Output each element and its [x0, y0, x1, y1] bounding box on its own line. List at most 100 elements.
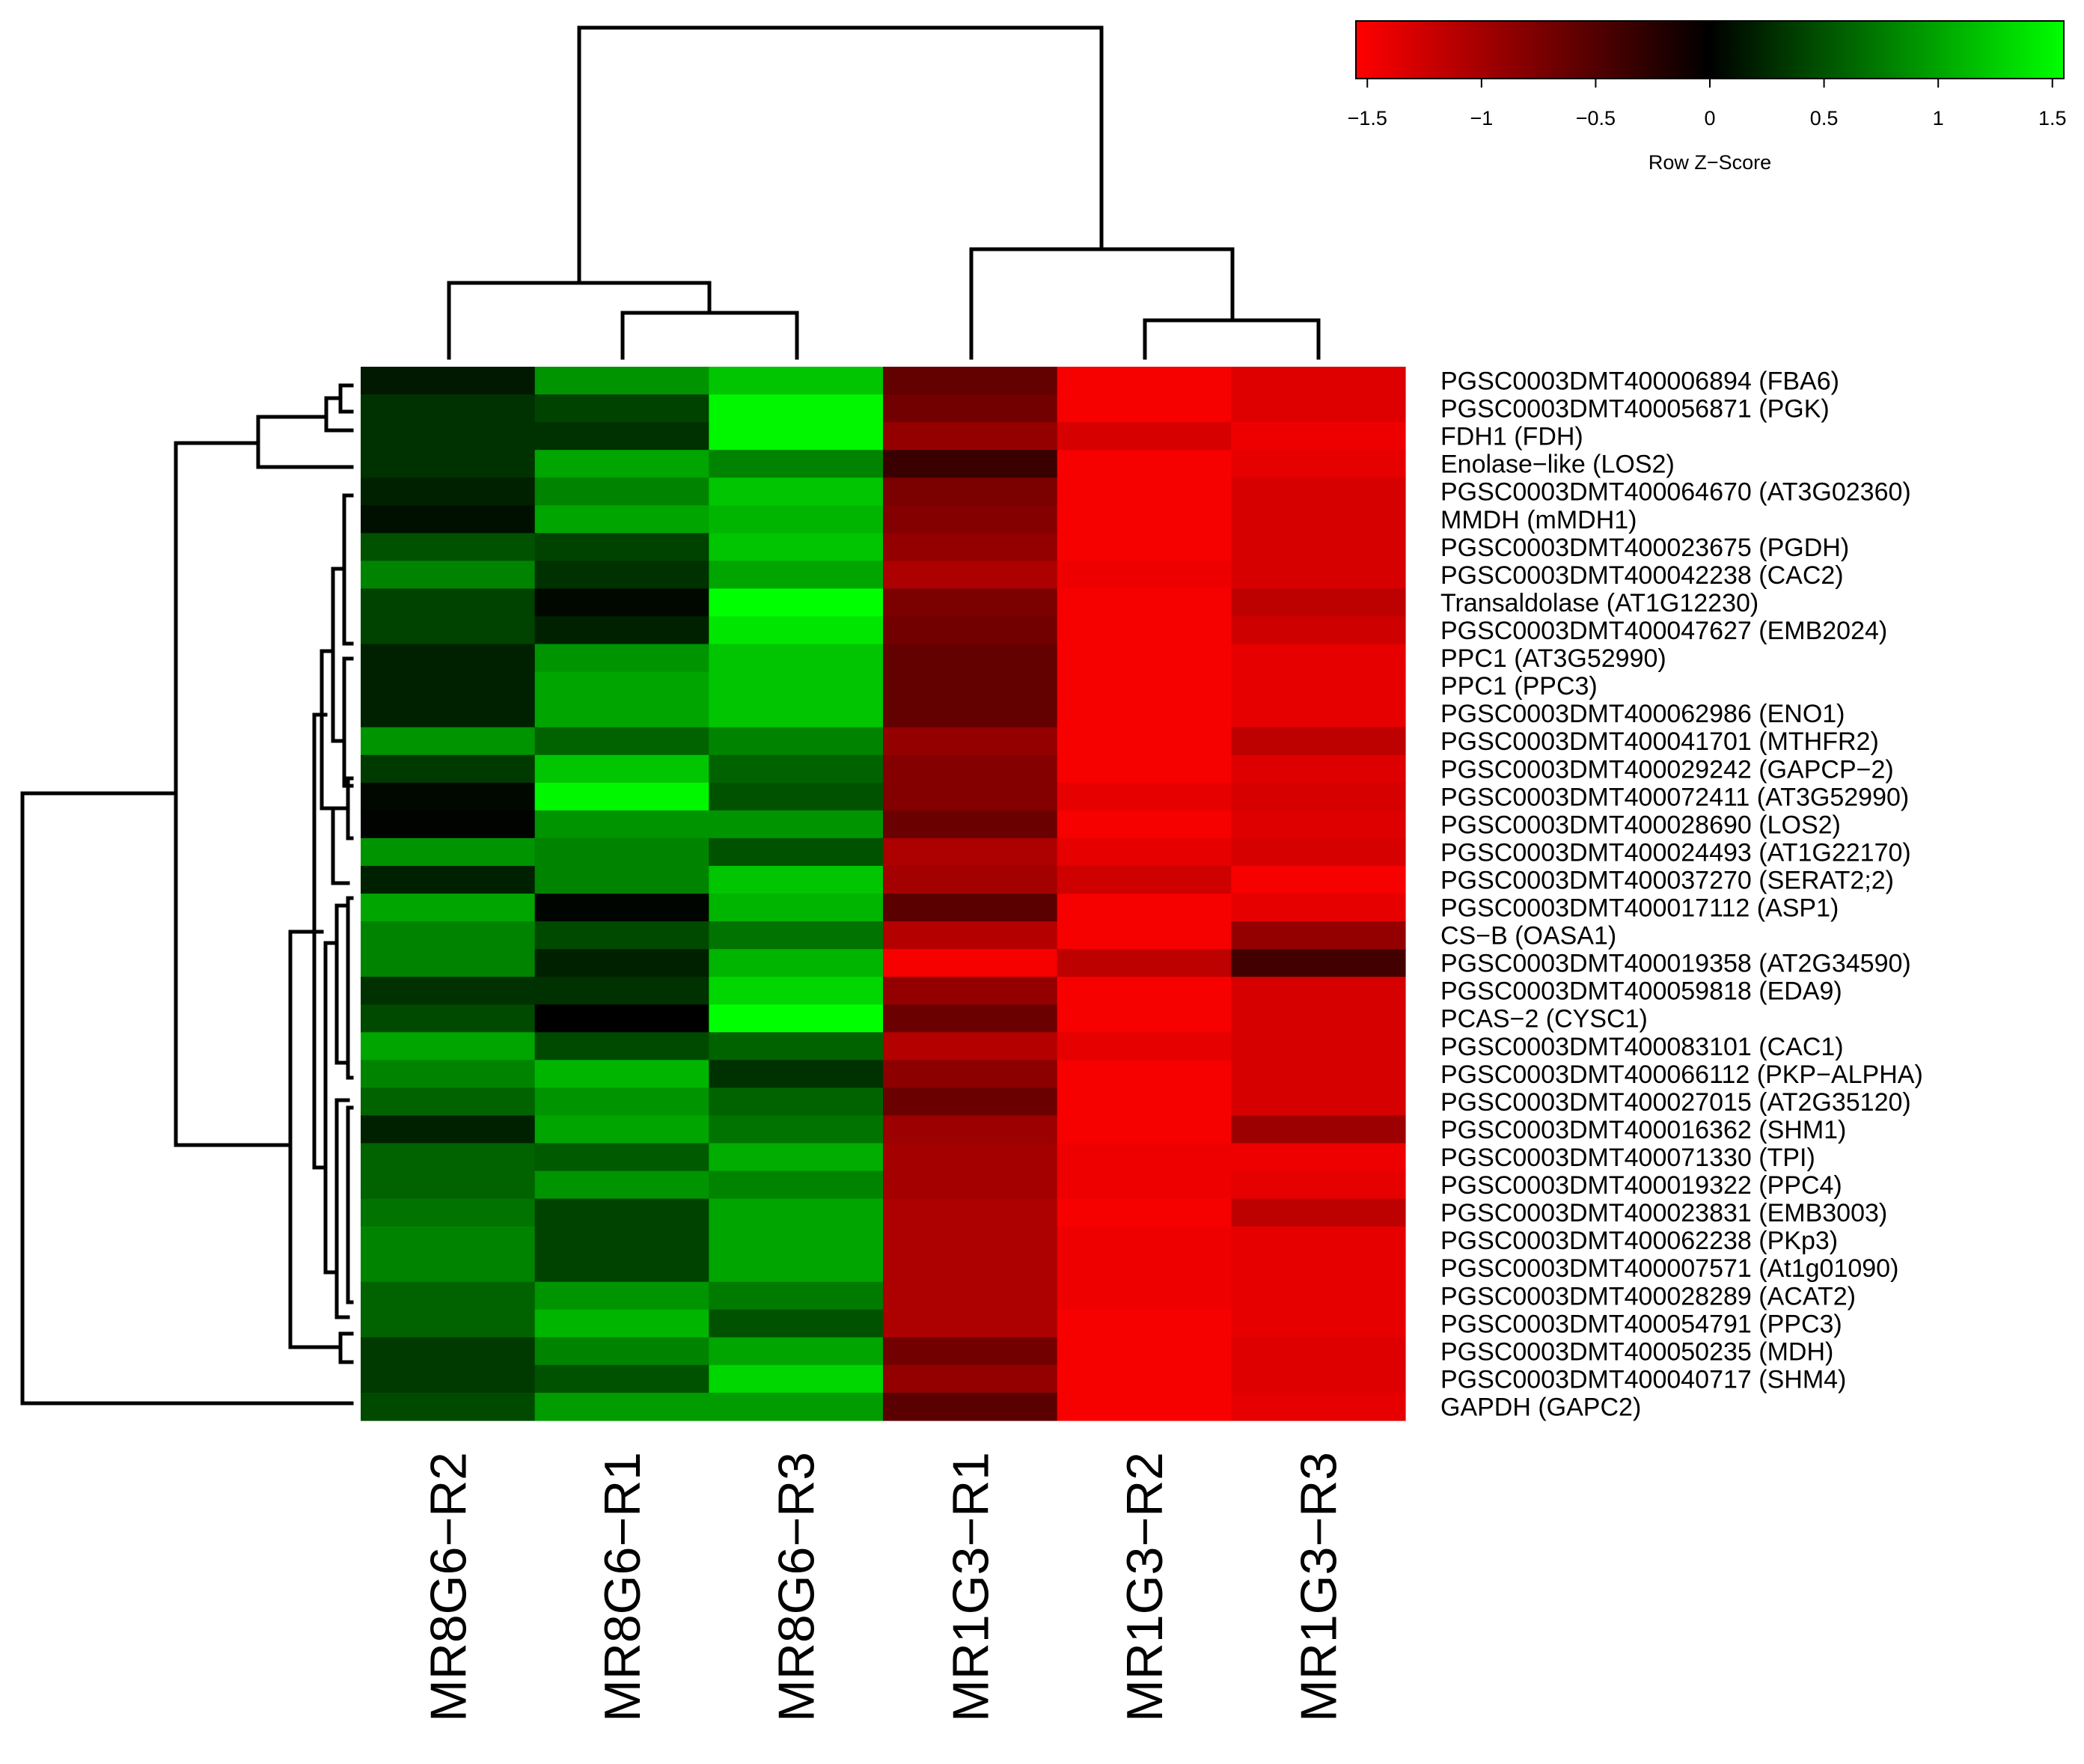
heatmap-cell — [1057, 1171, 1232, 1200]
row-dendrogram-branch — [346, 896, 354, 1080]
row-label: PGSC0003DMT400017112 (ASP1) — [1440, 894, 1839, 923]
heatmap-cell — [1231, 1115, 1406, 1144]
heatmap-cell — [361, 671, 536, 701]
heatmap-cell — [1057, 1337, 1232, 1366]
heatmap-cell — [534, 1032, 709, 1060]
heatmap-cell — [709, 1254, 884, 1283]
column-dendrogram-branch — [447, 281, 712, 360]
heatmap-cell — [361, 1198, 536, 1227]
heatmap-cell — [534, 949, 709, 977]
heatmap-cell — [883, 837, 1058, 867]
heatmap-cell — [709, 1226, 884, 1255]
heatmap-cell — [1231, 616, 1406, 645]
row-label: MMDH (mMDH1) — [1440, 506, 1637, 534]
row-label: PGSC0003DMT400016362 (SHM1) — [1440, 1116, 1846, 1144]
heatmap-cell — [361, 782, 536, 811]
heatmap-cell — [1057, 477, 1232, 506]
row-label: PGSC0003DMT400028690 (LOS2) — [1440, 811, 1841, 839]
row-label: CS−B (OASA1) — [1440, 922, 1616, 950]
heatmap-cell — [361, 727, 536, 756]
heatmap-cell — [1231, 754, 1406, 784]
heatmap-cell — [883, 1032, 1058, 1060]
heatmap-cell — [883, 450, 1058, 478]
row-dendrogram-branch — [331, 806, 350, 885]
heatmap-cell — [534, 533, 709, 561]
heatmap-cell — [709, 450, 884, 478]
heatmap-cell — [534, 588, 709, 617]
heatmap-cell — [534, 1198, 709, 1227]
heatmap-cell — [361, 865, 536, 894]
heatmap-cell — [883, 533, 1058, 561]
heatmap-cell — [883, 810, 1058, 839]
heatmap-cell — [883, 754, 1058, 784]
heatmap-cell — [361, 1115, 536, 1144]
heatmap-cell — [534, 1115, 709, 1144]
heatmap-cell — [1057, 1226, 1232, 1255]
row-label: PGSC0003DMT400023831 (EMB3003) — [1440, 1199, 1887, 1227]
heatmap-cell — [883, 1198, 1058, 1227]
heatmap-cell — [883, 588, 1058, 617]
heatmap-cell — [709, 1004, 884, 1033]
heatmap-cell — [361, 477, 536, 506]
row-dendrogram-branch — [342, 656, 354, 788]
heatmap-cell — [534, 810, 709, 839]
heatmap-cell — [534, 1281, 709, 1310]
column-label: MR1G3−R3 — [1291, 1452, 1348, 1722]
heatmap-cell — [1057, 367, 1232, 395]
heatmap-cell — [709, 1032, 884, 1060]
heatmap-cell — [361, 1281, 536, 1310]
heatmap-cell — [709, 810, 884, 839]
row-label: PGSC0003DMT400064670 (AT3G02360) — [1440, 478, 1911, 507]
heatmap-cell — [361, 1309, 536, 1338]
row-labels: PGSC0003DMT400006894 (FBA6) PGSC0003DMT40… — [1440, 367, 1923, 1422]
heatmap-cell — [1231, 1254, 1406, 1283]
color-key-title: Row Z−Score — [1648, 151, 1771, 174]
row-dendrogram-branch — [174, 441, 293, 1147]
heatmap-cell — [1057, 450, 1232, 478]
heatmap-cell — [1057, 1115, 1232, 1144]
row-label: Enolase−like (LOS2) — [1440, 451, 1675, 479]
heatmap-cell — [883, 949, 1058, 977]
heatmap-cell — [883, 367, 1058, 395]
color-key-tick-label: 1 — [1933, 107, 1944, 129]
heatmap-cell — [534, 782, 709, 811]
row-label: Transaldolase (AT1G12230) — [1440, 589, 1758, 617]
heatmap-cell — [709, 977, 884, 1005]
heatmap-cell — [361, 977, 536, 1005]
heatmap-cell — [534, 837, 709, 867]
heatmap-cell — [534, 450, 709, 478]
heatmap-cell — [534, 561, 709, 590]
heatmap-cell — [709, 754, 884, 784]
heatmap-cell — [883, 1337, 1058, 1366]
row-label: PGSC0003DMT400006894 (FBA6) — [1440, 367, 1839, 396]
row-label: PGSC0003DMT400028289 (ACAT2) — [1440, 1282, 1856, 1310]
heatmap-cell — [361, 561, 536, 590]
heatmap-cell — [1231, 977, 1406, 1005]
heatmap-cell — [361, 1364, 536, 1394]
heatmap-cell — [361, 394, 536, 423]
heatmap-cell — [883, 1087, 1058, 1117]
heatmap-cell — [361, 1226, 536, 1255]
row-dendrogram-branch — [256, 415, 354, 469]
column-dendrogram-branch — [620, 311, 799, 360]
row-label: PGSC0003DMT400071330 (TPI) — [1440, 1144, 1815, 1172]
heatmap-cell — [709, 561, 884, 590]
heatmap-cell — [1231, 949, 1406, 977]
heatmap-cell — [534, 422, 709, 451]
heatmap-cell — [1231, 837, 1406, 867]
heatmap-cell — [534, 699, 709, 728]
heatmap-cell — [709, 644, 884, 673]
heatmap-cell — [361, 644, 536, 673]
heatmap-cell — [1231, 588, 1406, 617]
color-key: −1.5 −1 −0.5 0 0.5 1 1.5 Row Z−Score — [1348, 20, 2067, 174]
column-dendrogram-branch — [969, 247, 1235, 360]
heatmap-cell — [534, 1060, 709, 1088]
heatmap-cell — [534, 505, 709, 534]
heatmap-cell — [1231, 1087, 1406, 1117]
heatmap-cell — [1057, 422, 1232, 451]
heatmap-cell — [1057, 505, 1232, 534]
heatmap-cell — [883, 1392, 1058, 1421]
row-dendrogram-branch — [338, 1331, 354, 1364]
heatmap-cell — [1057, 1309, 1232, 1338]
heatmap-cell — [361, 367, 536, 395]
